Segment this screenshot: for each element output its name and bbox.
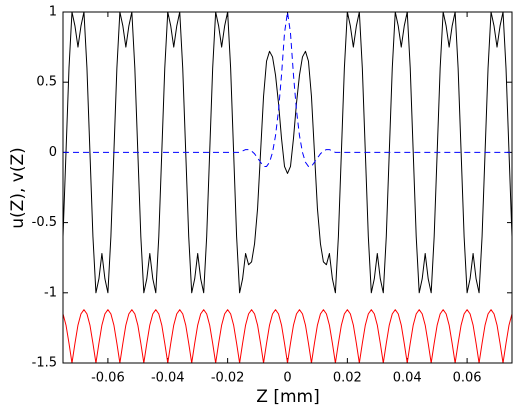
x-axis-label: Z [mm] bbox=[256, 387, 319, 407]
plot-frame bbox=[62, 11, 513, 364]
y-tick-label: 1 bbox=[49, 5, 57, 20]
y-tick-label: 0 bbox=[49, 145, 57, 160]
x-tick-label: 0 bbox=[283, 371, 291, 386]
x-tick-label: 0.02 bbox=[333, 371, 362, 386]
x-tick-label: 0.04 bbox=[393, 371, 422, 386]
y-axis-label: u(Z), v(Z) bbox=[8, 147, 28, 228]
x-tick-label: -0.02 bbox=[211, 371, 245, 386]
x-tick-label: 0.06 bbox=[453, 371, 482, 386]
y-tick-label: 0.5 bbox=[36, 75, 57, 90]
series-line bbox=[63, 11, 512, 167]
x-tick-label: -0.06 bbox=[91, 371, 125, 386]
x-tick-label: -0.04 bbox=[151, 371, 185, 386]
y-tick-label: -0.5 bbox=[32, 215, 57, 230]
y-tick-label: -1.5 bbox=[32, 356, 57, 371]
y-tick-label: -1 bbox=[44, 285, 57, 300]
